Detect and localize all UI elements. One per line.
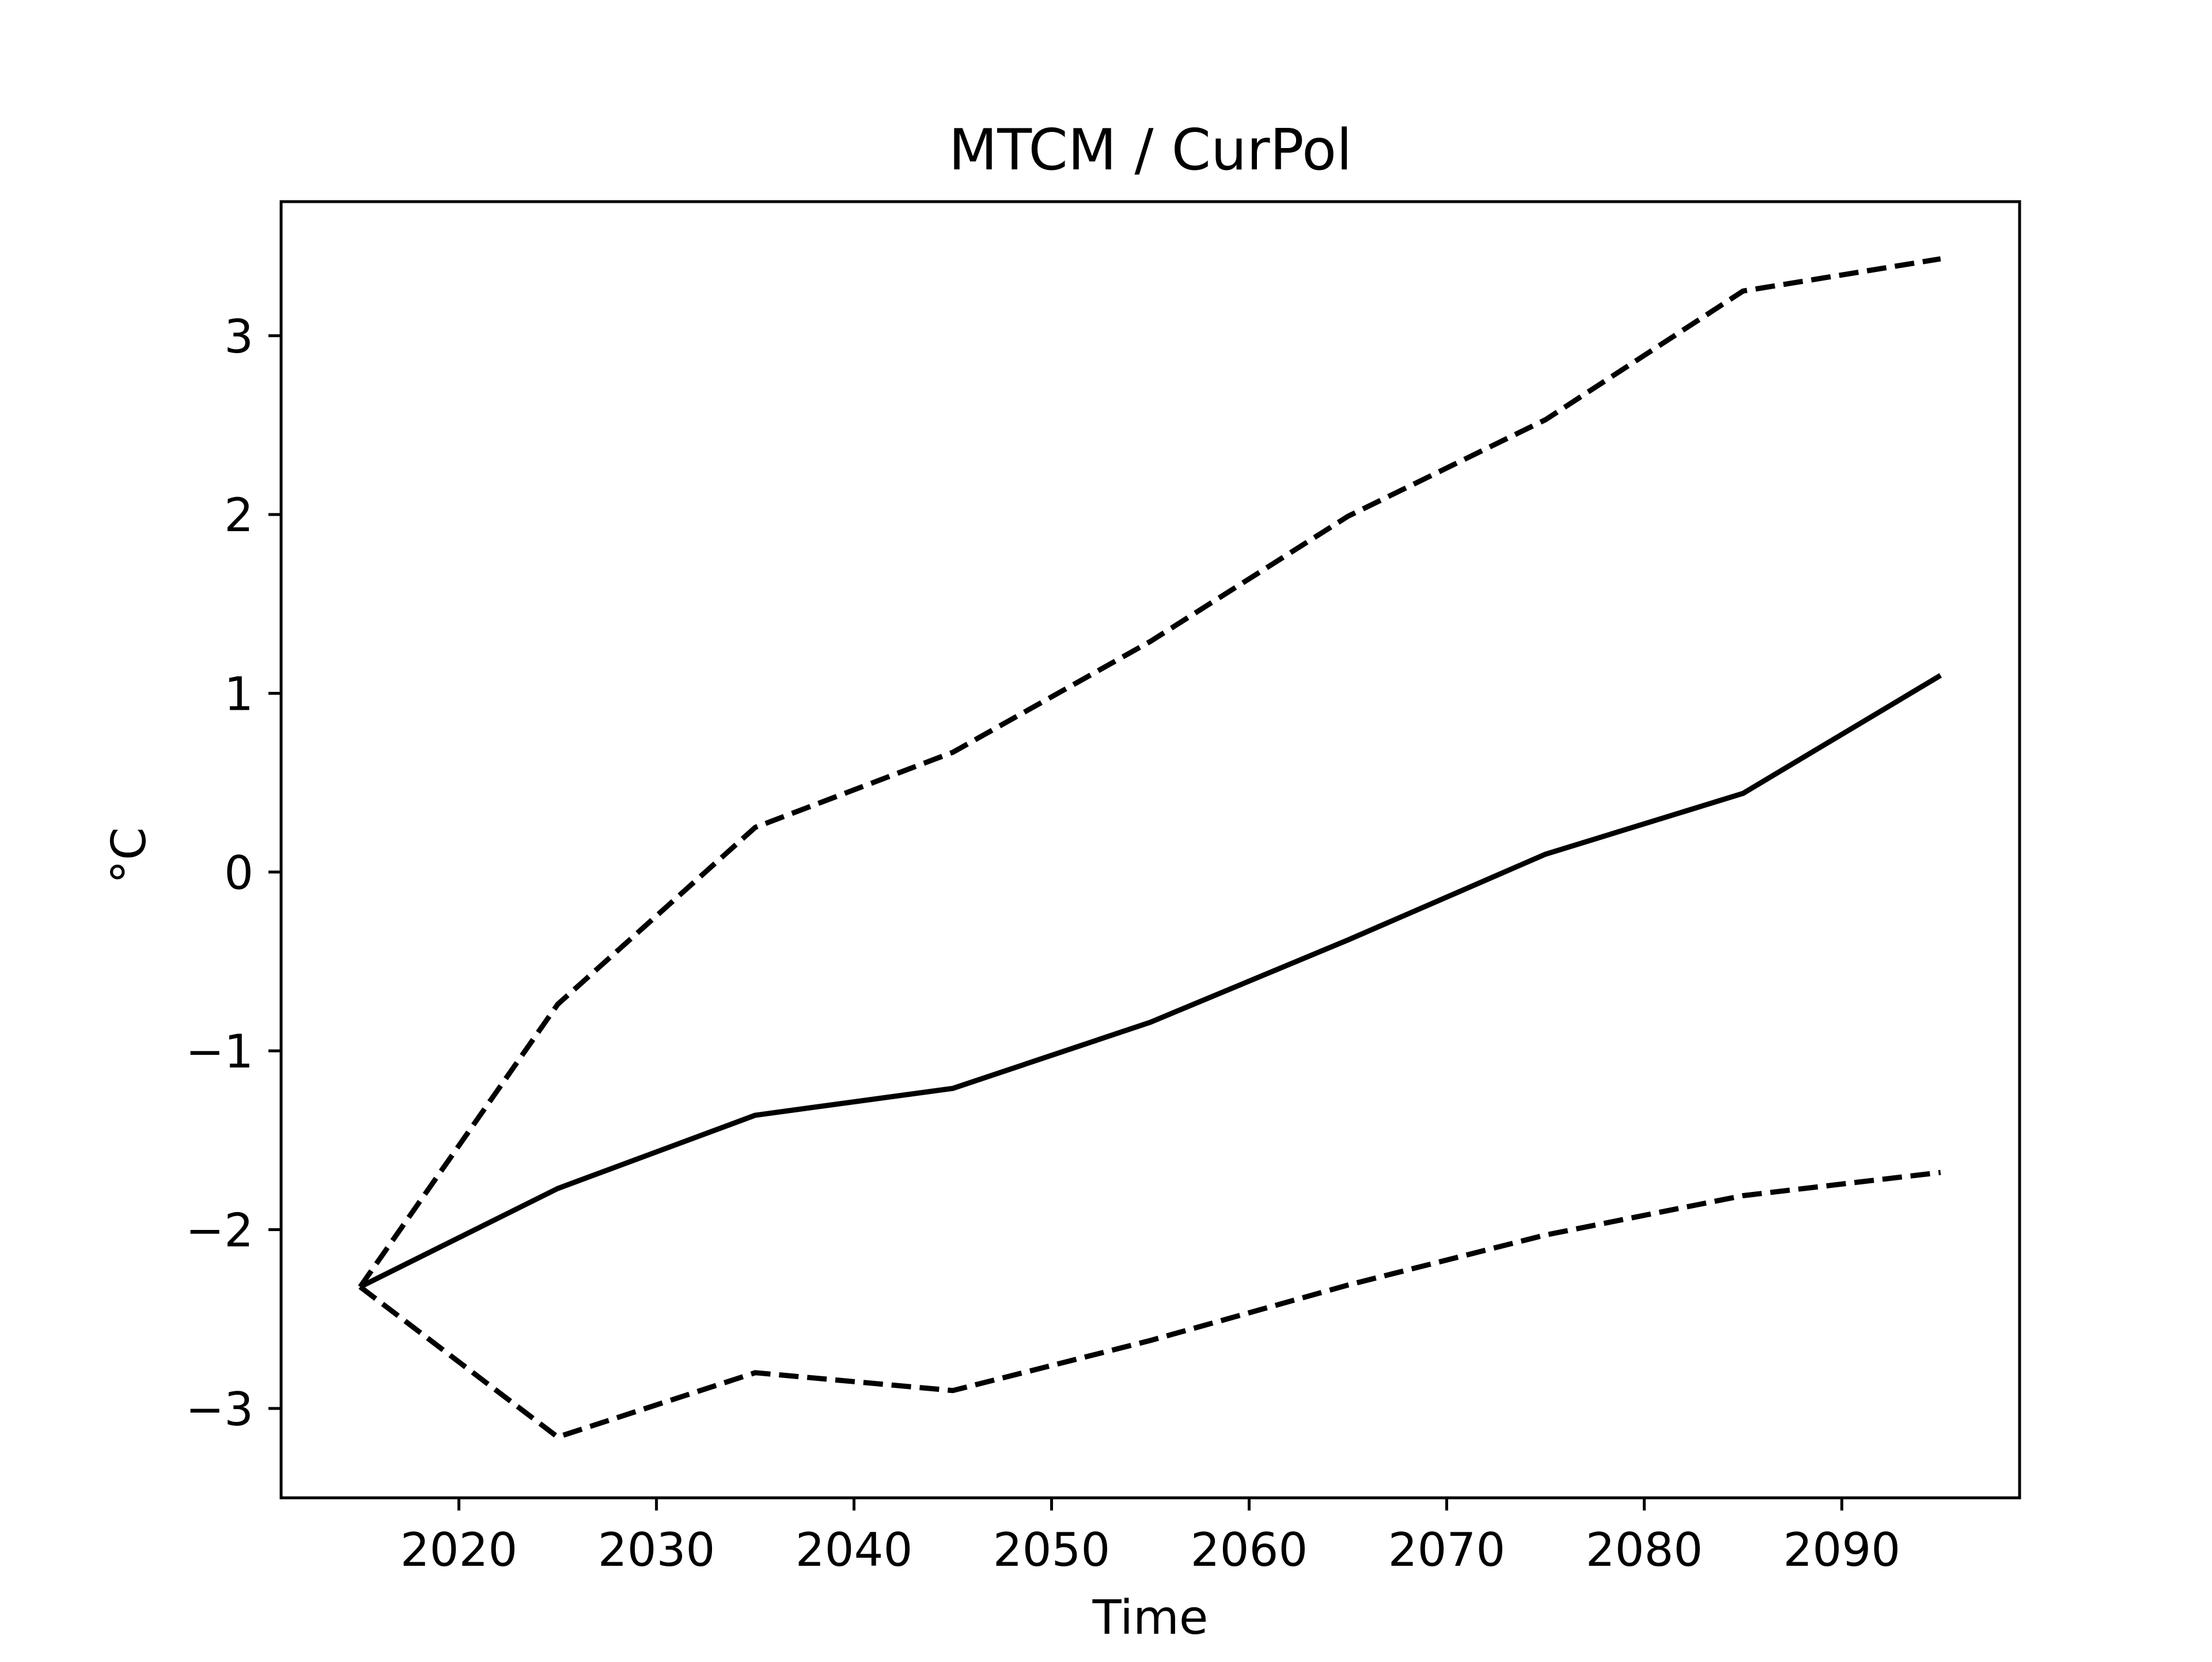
y-tick-label: 1 xyxy=(224,667,253,721)
x-tick-label: 2040 xyxy=(796,1523,913,1577)
x-axis-label: Time xyxy=(1092,1591,1209,1645)
x-tick-label: 2080 xyxy=(1586,1523,1703,1577)
x-axis-ticks: 2020 2030 2040 2050 2060 2070 2080 2090 xyxy=(400,1498,1900,1577)
series-layer xyxy=(358,256,1942,1440)
x-tick-label: 2020 xyxy=(400,1523,518,1577)
x-tick-label: 2050 xyxy=(993,1523,1111,1577)
plot-frame xyxy=(279,200,2021,1500)
chart-title: MTCM / CurPol xyxy=(949,118,1353,183)
x-tick-label: 2090 xyxy=(1783,1523,1901,1577)
y-tick-label: −3 xyxy=(185,1383,253,1436)
x-tick-label: 2060 xyxy=(1191,1523,1308,1577)
series-line-3-dashed xyxy=(358,1169,1941,1440)
y-axis-label: °C xyxy=(102,827,157,884)
y-tick-label: −2 xyxy=(185,1203,253,1257)
x-tick-label: 2030 xyxy=(598,1523,715,1577)
y-tick-label: −1 xyxy=(185,1025,253,1078)
series-line-1-solid xyxy=(359,673,1942,1289)
y-axis-ticks: −3 −2 −1 0 1 2 3 xyxy=(185,310,281,1436)
y-tick-label: 0 xyxy=(224,846,253,900)
x-tick-label: 2070 xyxy=(1388,1523,1506,1577)
y-tick-label: 2 xyxy=(224,489,253,542)
y-tick-label: 3 xyxy=(224,310,253,364)
series-line-2-dashed xyxy=(358,256,1941,1289)
